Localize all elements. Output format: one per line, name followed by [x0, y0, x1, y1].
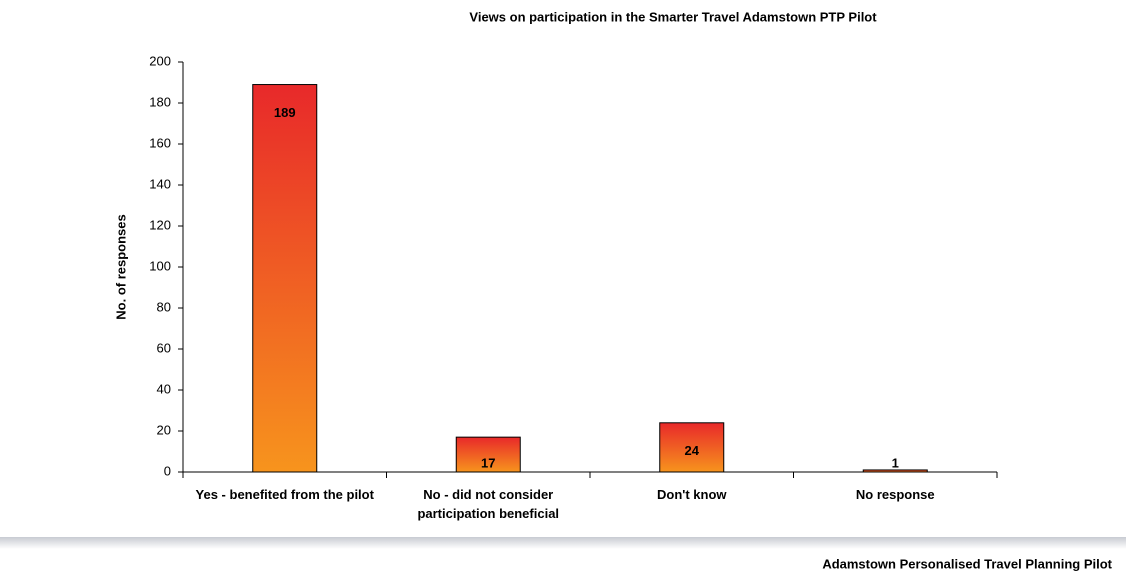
y-tick-label: 200: [149, 53, 171, 68]
y-tick-label: 140: [149, 176, 171, 191]
bar: [659, 422, 725, 473]
divider: [0, 537, 1126, 549]
data-label: 189: [274, 105, 296, 120]
y-tick-label: 120: [149, 217, 171, 232]
data-label: 17: [481, 455, 495, 470]
y-tick-label: 40: [157, 381, 171, 396]
bar: [862, 469, 928, 473]
x-tick-label: No - did not consider participation bene…: [417, 487, 560, 521]
y-tick-label: 0: [164, 463, 171, 478]
x-tick-label: Don't know: [656, 487, 727, 502]
data-label: 1: [892, 455, 899, 470]
footer: Adamstown Personalised Travel Planning P…: [822, 556, 1112, 571]
y-tick-label: 160: [149, 135, 171, 150]
bar: [455, 436, 521, 473]
y-tick-label: 20: [157, 422, 171, 437]
chart-title: Views on participation in the Smarter Tr…: [469, 9, 877, 24]
y-tick-label: 100: [149, 258, 171, 273]
bar: [252, 84, 318, 473]
y-tick-label: 60: [157, 340, 171, 355]
y-tick-label: 180: [149, 94, 171, 109]
x-tick-label: No response: [855, 487, 935, 502]
y-axis-title: No. of responses: [113, 214, 128, 319]
x-tick-label: Yes - benefited from the pilot: [195, 487, 374, 502]
data-label: 24: [685, 443, 700, 458]
y-tick-label: 80: [157, 299, 171, 314]
